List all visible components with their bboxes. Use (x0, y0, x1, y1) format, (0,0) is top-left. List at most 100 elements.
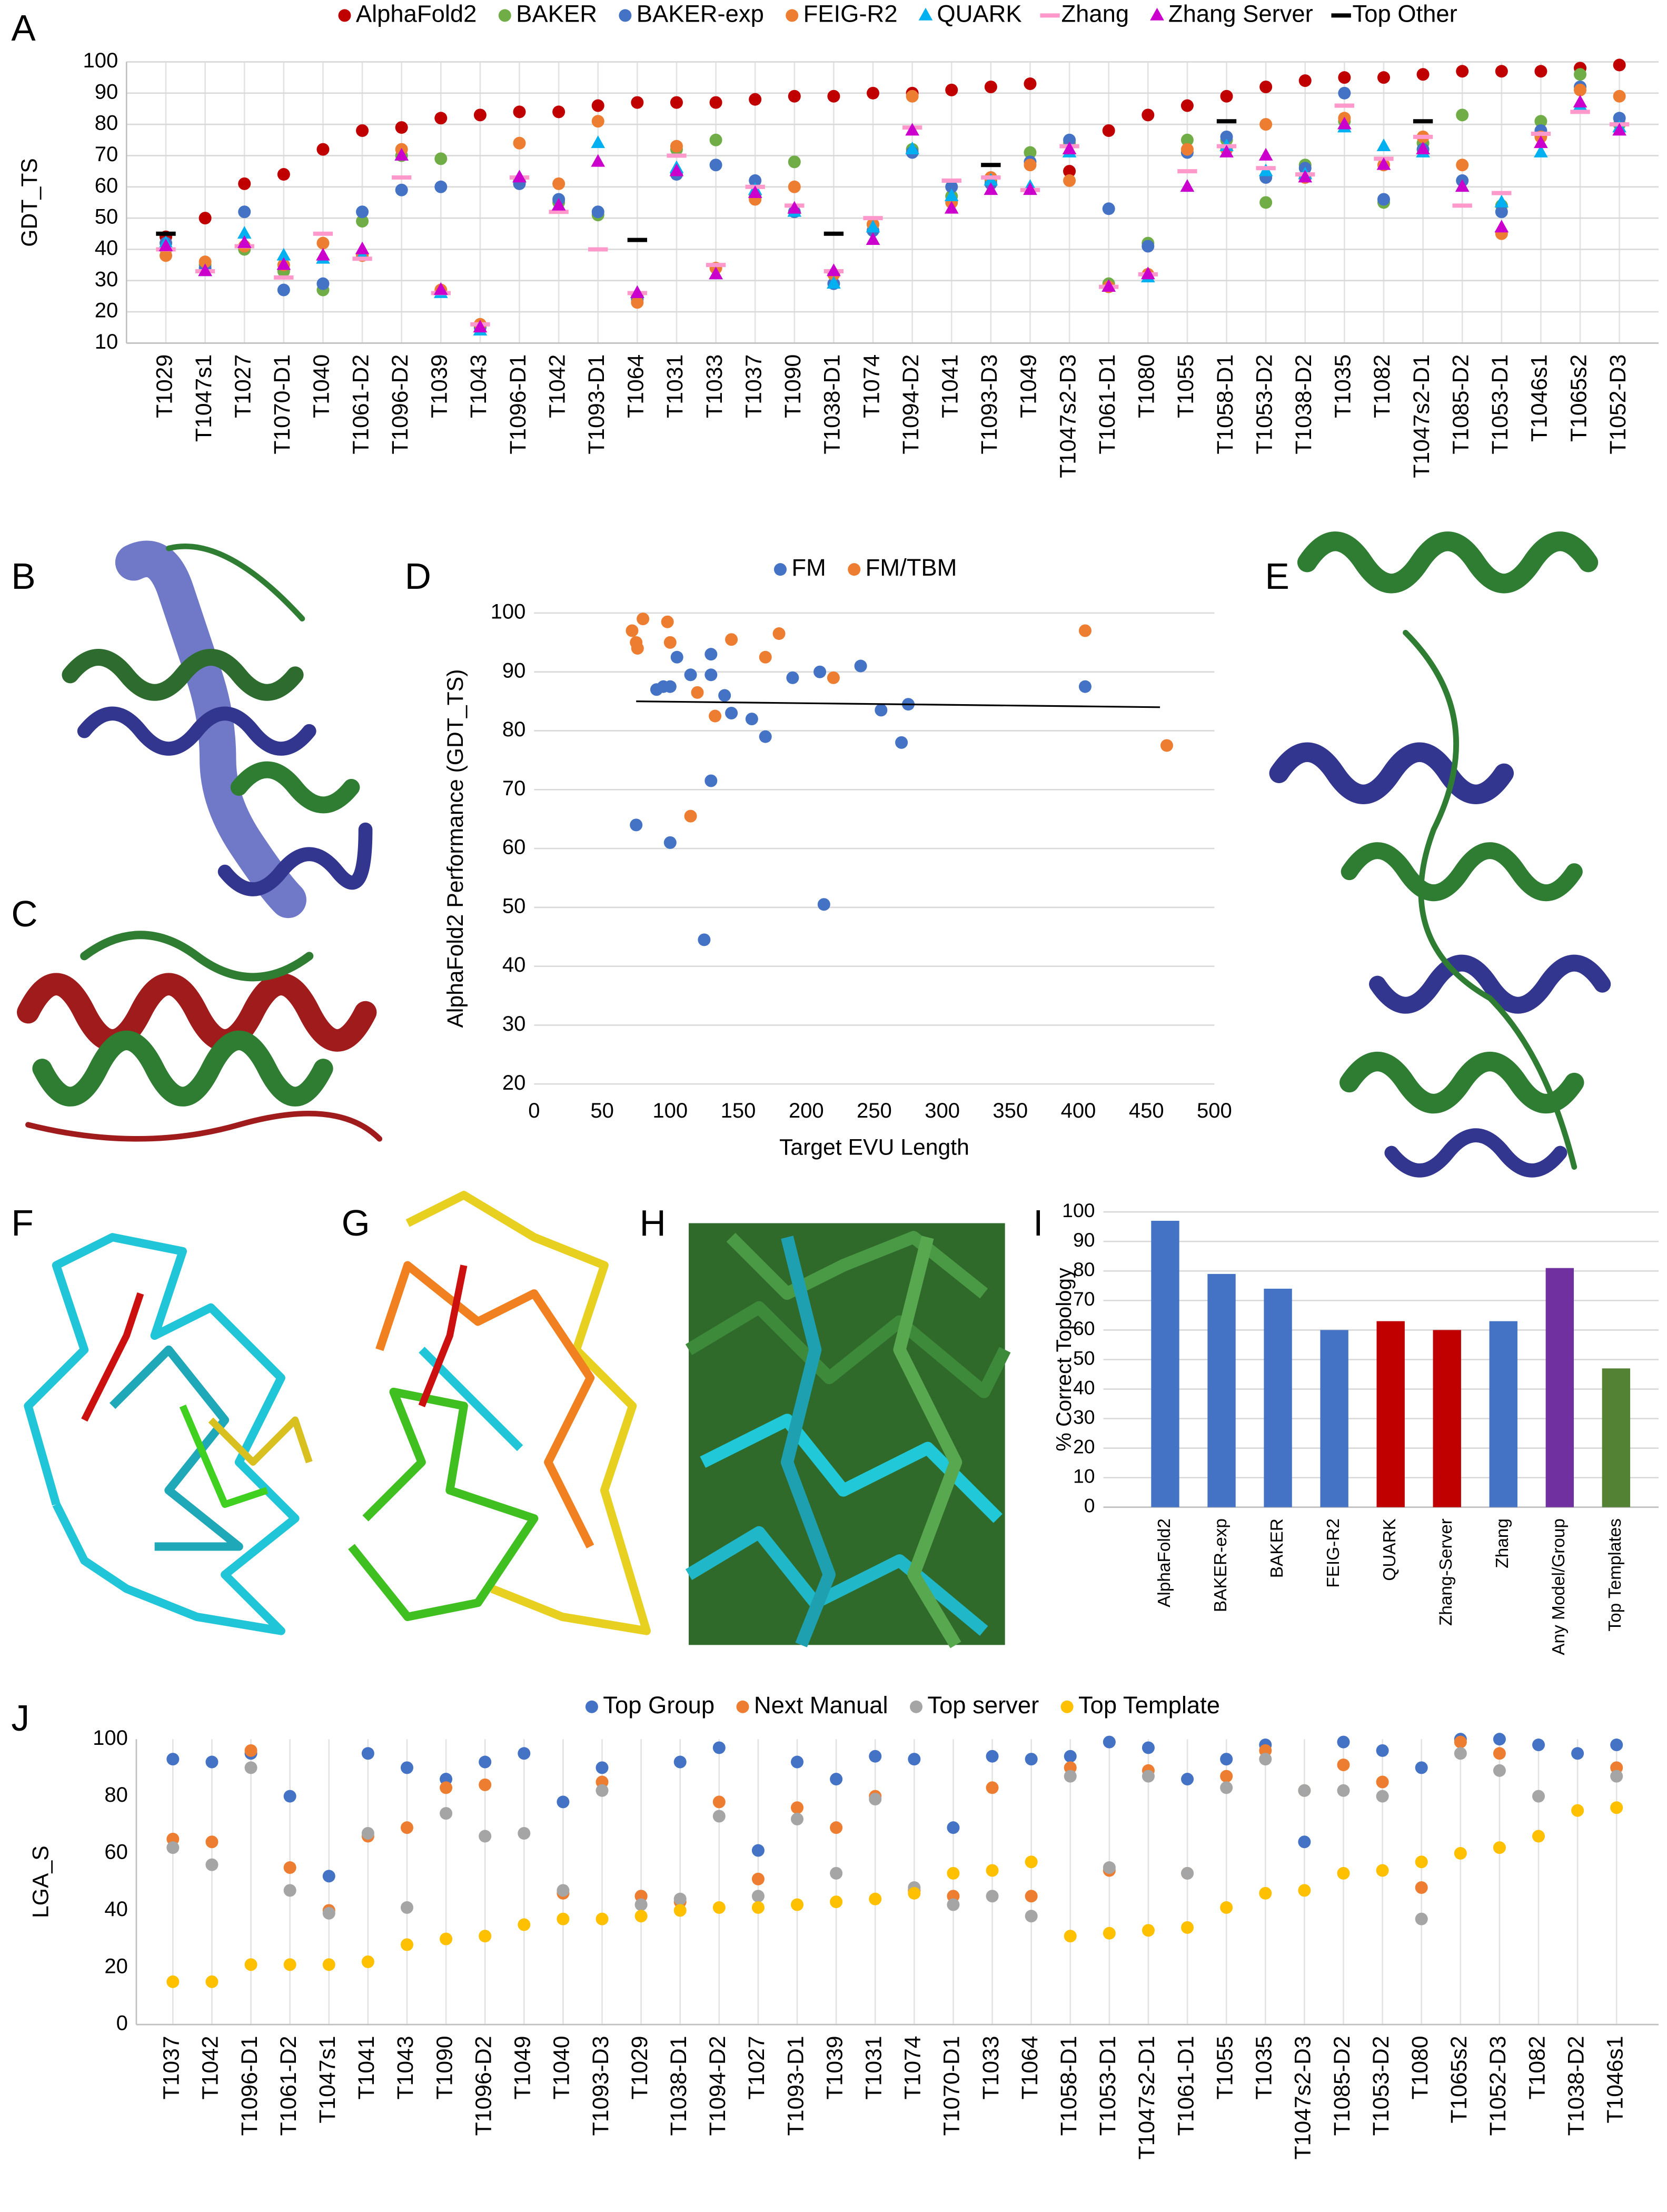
y-tick-label: 90 (1073, 1229, 1095, 1251)
data-point (557, 1795, 570, 1809)
data-point (1337, 1735, 1350, 1749)
data-point (400, 1901, 413, 1914)
data-point (434, 180, 448, 193)
data-point (905, 123, 919, 136)
y-tick-label: 20 (104, 1954, 128, 1978)
data-point (1025, 1855, 1038, 1869)
x-tick-label: T1058-D1 (1056, 2036, 1081, 2136)
x-tick-label: T1093-D3 (977, 354, 1002, 455)
data-point (199, 255, 212, 269)
data-point (158, 238, 173, 251)
helix (62, 649, 304, 701)
legend: AlphaFold2 BAKER BAKER-exp FEIG-R2 QUARK Zhan… (338, 0, 1457, 27)
data-point (518, 1827, 531, 1840)
data-point (869, 1750, 882, 1763)
data-point (749, 93, 762, 106)
data-point (198, 263, 212, 276)
data-point (166, 1841, 180, 1854)
y-tick-label: 50 (502, 894, 526, 917)
x-tick-label: T1085-D2 (1329, 2036, 1355, 2136)
x-tick-label: AlphaFold2 (1155, 1518, 1174, 1607)
data-point (663, 836, 677, 849)
x-tick-label: 100 (652, 1099, 688, 1122)
panel-label: G (342, 1202, 370, 1243)
legend-label: BAKER-exp (637, 0, 764, 27)
data-point (634, 1898, 648, 1911)
data-point (866, 232, 880, 245)
x-tick-label: T1037 (159, 2036, 184, 2099)
data-point (596, 1912, 609, 1925)
x-tick-label: T1093-D1 (783, 2036, 808, 2136)
x-tick-label: 500 (1197, 1099, 1232, 1122)
background (689, 1223, 1005, 1645)
data-point (557, 1884, 570, 1897)
data-point (1338, 86, 1351, 100)
y-tick-label: 50 (1073, 1347, 1095, 1369)
data-point (1140, 266, 1155, 280)
data-point (283, 1884, 296, 1897)
data-point (712, 1901, 726, 1914)
data-point (684, 809, 697, 823)
x-tick-label: T1046s1 (1527, 354, 1552, 442)
data-point (1493, 1841, 1506, 1854)
data-point (630, 818, 643, 832)
y-tick-label: 40 (95, 236, 118, 260)
y-tick-label: 30 (95, 268, 118, 291)
panel-label: C (11, 893, 37, 934)
loop (25, 1110, 383, 1142)
data-point (394, 147, 409, 161)
bar (1320, 1330, 1348, 1507)
y-tick-label: 80 (1073, 1258, 1095, 1280)
data-point (986, 1750, 999, 1763)
data-point (709, 96, 722, 109)
data-point (817, 898, 830, 911)
x-tick-label: T1094-D2 (705, 2036, 730, 2136)
x-tick-label: T1047s2-D3 (1291, 2036, 1316, 2159)
helix (230, 761, 360, 814)
data-point (1493, 1733, 1506, 1746)
y-tick-label: 100 (83, 49, 118, 72)
data-point (786, 671, 799, 684)
data-point (1062, 141, 1077, 154)
data-point (1494, 194, 1509, 208)
data-point (1573, 94, 1587, 107)
bar (1207, 1273, 1236, 1507)
data-point (1142, 108, 1155, 122)
data-point (513, 136, 526, 150)
data-point (1376, 1775, 1389, 1789)
data-point (479, 1778, 492, 1791)
y-tick-label: 0 (1084, 1495, 1095, 1517)
data-point (434, 152, 448, 165)
x-tick-label: T1042 (544, 354, 570, 418)
data-point (1337, 1758, 1350, 1771)
data-point (237, 226, 252, 239)
data-point (1259, 196, 1273, 209)
data-point (673, 1755, 687, 1769)
x-tick-label: T1061-D1 (1173, 2036, 1198, 2136)
x-tick-label: T1037 (741, 354, 766, 418)
y-tick-label: 90 (95, 80, 118, 103)
y-tick-label: 0 (116, 2012, 128, 2035)
data-point (1181, 1867, 1194, 1880)
data-point (827, 671, 840, 684)
data-point (1574, 83, 1587, 96)
y-tick-label: 80 (502, 718, 526, 741)
data-point (788, 90, 801, 103)
helix (115, 540, 306, 919)
data-point (751, 1872, 765, 1885)
data-point (787, 201, 802, 214)
data-point (276, 248, 291, 261)
y-axis-label: % Correct Topology (1053, 1268, 1076, 1451)
data-point (1493, 1747, 1506, 1760)
data-point (1532, 1739, 1545, 1752)
y-tick-label: 90 (502, 659, 526, 682)
data-point (552, 105, 565, 118)
data-point (827, 276, 841, 289)
y-tick-label: 20 (502, 1071, 526, 1094)
helix (1341, 842, 1583, 901)
x-tick-label: 50 (590, 1099, 614, 1122)
helix (77, 706, 316, 756)
data-point (895, 736, 908, 749)
data-point (473, 320, 488, 333)
